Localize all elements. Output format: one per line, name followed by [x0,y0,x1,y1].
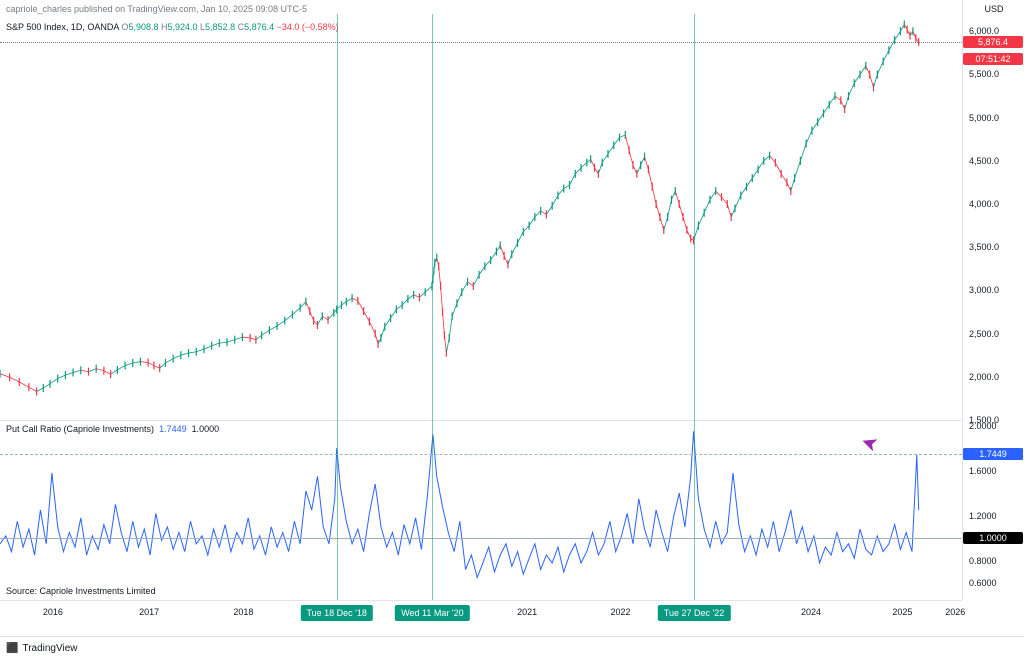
price-tag: 1.0000 [963,532,1023,544]
y-tick-pcr: 2.0000 [969,421,997,431]
y-tick-pcr: 0.8000 [969,556,997,566]
tradingview-logo-icon: ⬛ [6,643,18,654]
y-tick-main: 2,000.0 [969,372,999,382]
currency-label: USD [963,4,1024,14]
x-date-flag: Wed 11 Mar '20 [395,605,469,621]
y-axis[interactable]: USD 6,000.0 5,500.0 5,000.0 4,500.0 4,000.0 3… [962,0,1024,600]
y-tick-main: 4,000.0 [969,199,999,209]
source-label: Source: Capriole Investments Limited [6,586,156,596]
x-date-flag: Tue 18 Dec '18 [300,605,372,621]
pcr-dash-line [0,454,962,455]
x-date-flag: Tue 27 Dec '22 [658,605,730,621]
x-tick: 2021 [517,607,537,617]
y-tick-main: 3,000.0 [969,285,999,295]
main-price-chart[interactable] [0,0,962,420]
chart-area[interactable]: capriole_charles published on TradingVie… [0,0,962,600]
price-tag: 5,876.4 [963,36,1023,48]
x-axis[interactable]: 2016 2017 2018 2021 2022 2024 2025 2026 Tue 18 D… [0,600,962,629]
y-tick-pcr: 1.6000 [969,466,997,476]
y-tick-main: 4,500.0 [969,156,999,166]
footer-text: TradingView [22,643,77,654]
pcr-baseline [0,538,962,539]
y-tick-pcr: 0.6000 [969,578,997,588]
event-vline [337,14,338,600]
x-tick: 2016 [43,607,63,617]
footer: ⬛ TradingView [0,636,1024,659]
x-tick: 2025 [892,607,912,617]
y-tick-main: 5,000.0 [969,113,999,123]
x-tick: 2026 [945,607,965,617]
x-tick: 2018 [233,607,253,617]
current-price-line [0,42,962,43]
x-tick: 2022 [610,607,630,617]
y-tick-main: 5,500.0 [969,69,999,79]
pcr-chart[interactable] [0,420,962,600]
y-tick-main: 6,000.0 [969,26,999,36]
x-tick: 2024 [801,607,821,617]
price-tag: 07:51:42 [963,53,1023,65]
y-tick-main: 2,500.0 [969,329,999,339]
event-vline [694,14,695,600]
x-tick: 2017 [139,607,159,617]
y-tick-main: 3,500.0 [969,242,999,252]
price-tag: 1.7449 [963,448,1023,460]
y-tick-pcr: 1.2000 [969,511,997,521]
event-vline [432,14,433,600]
